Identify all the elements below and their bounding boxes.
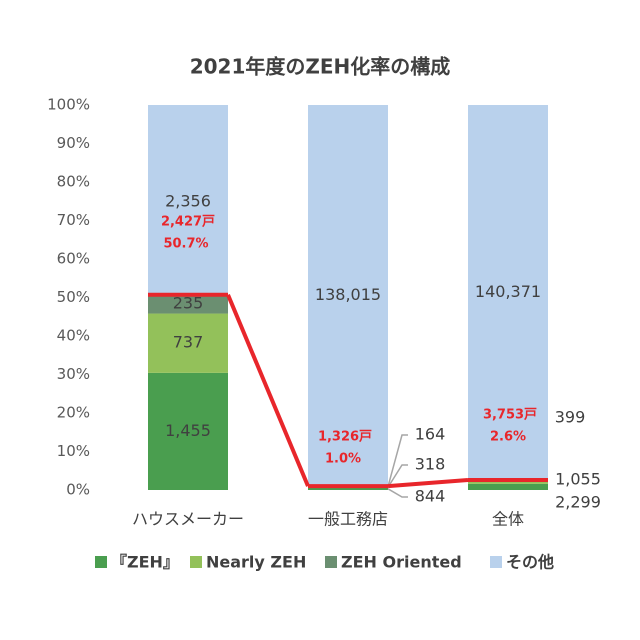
data-label: 2,356 <box>165 192 211 211</box>
chart-title: 2021年度のZEH化率の構成 <box>190 55 451 79</box>
bar-segment <box>148 372 228 490</box>
data-label: 2,299 <box>555 493 601 512</box>
share-line <box>387 477 469 489</box>
legend-label: Nearly ZEH <box>206 553 306 572</box>
x-tick-label: 一般工務店 <box>308 510 388 529</box>
bar-segment <box>308 487 388 490</box>
data-label: 737 <box>173 333 204 352</box>
y-tick-label: 60% <box>57 250 90 268</box>
y-tick-label: 70% <box>57 211 90 229</box>
y-tick-label: 50% <box>57 288 90 306</box>
y-tick-label: 90% <box>57 134 90 152</box>
share-label: 2.6% <box>490 430 526 445</box>
y-tick-label: 20% <box>57 404 90 422</box>
bar-segment <box>148 313 228 373</box>
y-tick-label: 40% <box>57 327 90 345</box>
x-tick-label: ハウスメーカー <box>132 510 244 529</box>
data-label: 138,015 <box>315 285 381 304</box>
bar-segment <box>468 105 548 480</box>
bar-segment <box>468 481 548 484</box>
bar-segment <box>468 483 548 490</box>
legend-swatch <box>190 556 202 568</box>
data-label: 235 <box>173 294 204 313</box>
legend-swatch <box>490 556 502 568</box>
share-label: 1.0% <box>325 452 361 467</box>
data-label: 318 <box>415 455 446 474</box>
data-label: 1,455 <box>165 421 211 440</box>
data-label: 140,371 <box>475 282 541 301</box>
y-tick-label: 100% <box>47 96 90 114</box>
bar-segment <box>148 105 228 295</box>
leader-line <box>387 488 408 498</box>
y-tick-label: 10% <box>57 442 90 460</box>
legend-label: 『ZEH』 <box>111 553 179 572</box>
total-label: 2,427戸 <box>161 215 215 230</box>
total-label: 3,753戸 <box>483 408 537 423</box>
share-line <box>226 294 310 487</box>
total-label: 1,326戸 <box>318 430 372 445</box>
legend-swatch <box>325 556 337 568</box>
leader-line <box>387 434 408 487</box>
data-label: 164 <box>415 425 446 444</box>
y-tick-label: 0% <box>66 481 90 499</box>
legend-swatch <box>95 556 107 568</box>
data-label: 1,055 <box>555 470 601 489</box>
leader-line <box>387 464 408 488</box>
legend-label: その他 <box>506 553 554 572</box>
bar-segment <box>148 294 228 314</box>
y-tick-label: 30% <box>57 365 90 383</box>
bar-segment <box>308 105 388 487</box>
x-tick-label: 全体 <box>492 510 524 529</box>
share-label: 50.7% <box>163 237 208 252</box>
data-label: 844 <box>415 487 446 506</box>
y-tick-label: 80% <box>57 173 90 191</box>
data-label: 399 <box>555 408 586 427</box>
legend-label: ZEH Oriented <box>341 553 462 572</box>
